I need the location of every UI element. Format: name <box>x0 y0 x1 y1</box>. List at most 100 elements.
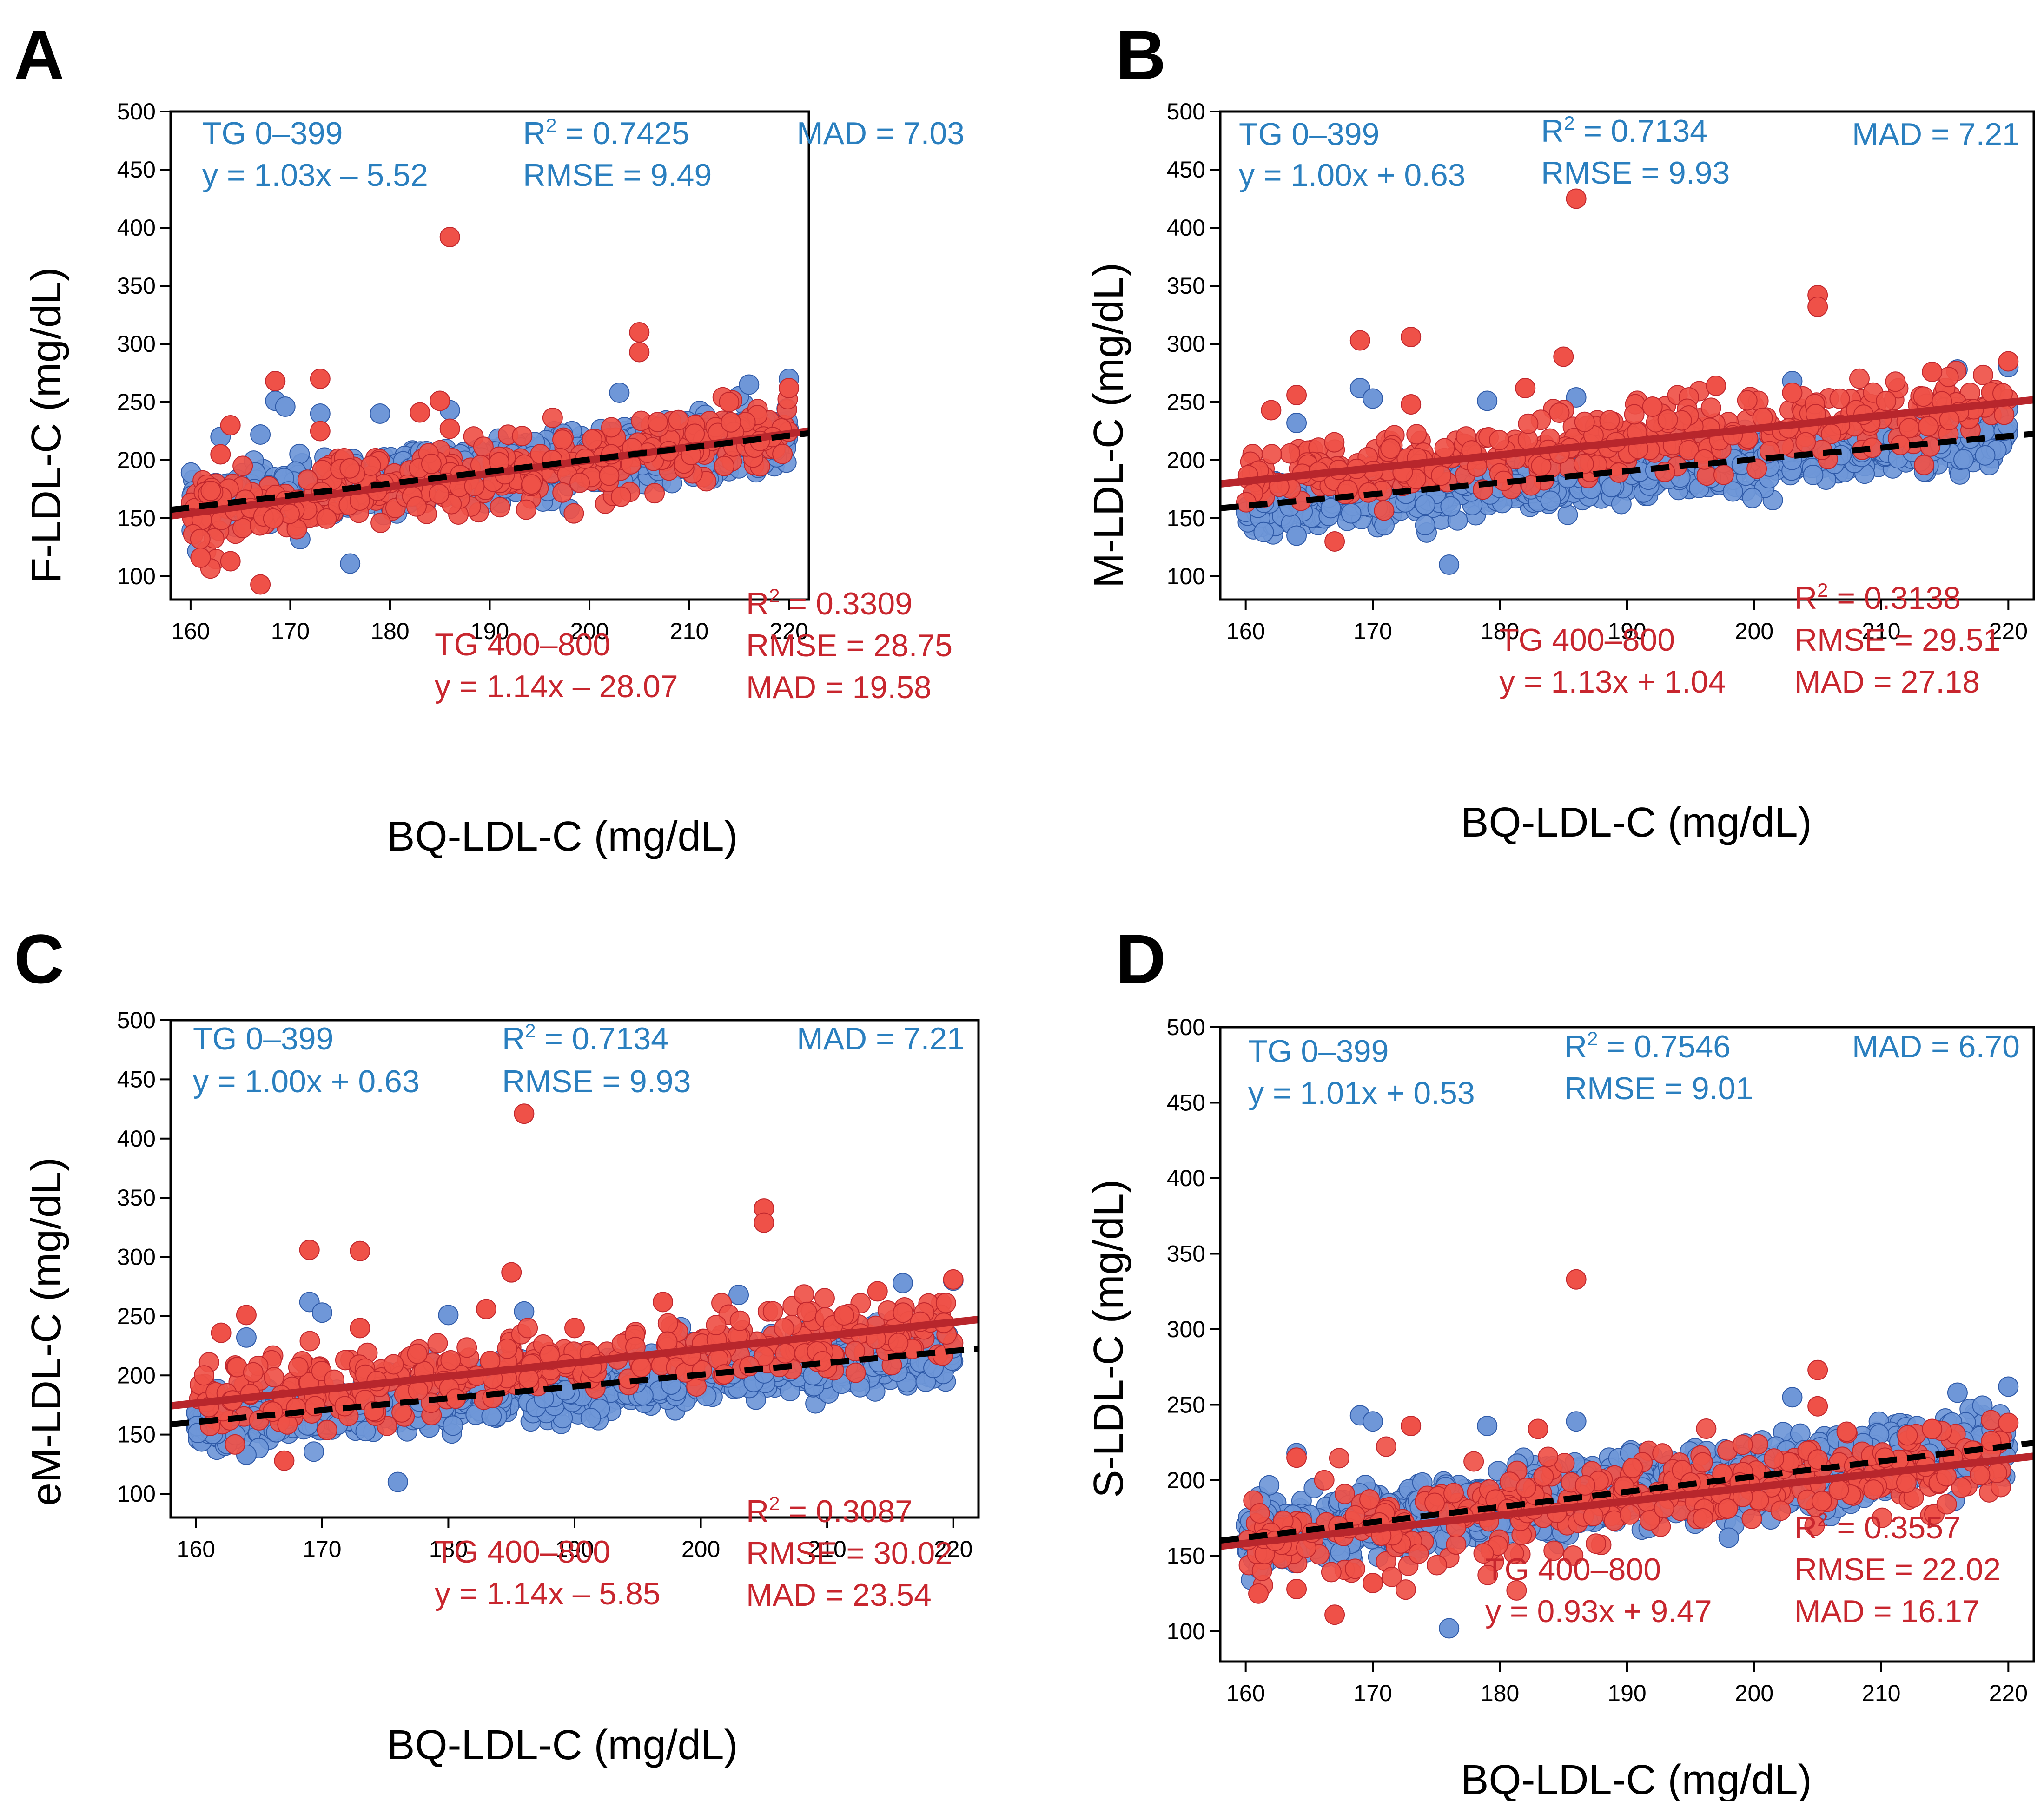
data-point-tg-high <box>310 421 331 442</box>
data-point-tg-low <box>893 1273 913 1293</box>
data-point-tg-high <box>1914 455 1935 475</box>
data-point-tg-high <box>1280 443 1301 464</box>
panel-letter: B <box>1116 16 1166 94</box>
data-point-tg-high <box>1795 432 1816 453</box>
y-tick-label: 400 <box>1167 215 1205 241</box>
data-point-tg-high <box>317 1419 337 1440</box>
plot-area <box>1220 188 2034 575</box>
y-tick-label: 200 <box>117 447 156 473</box>
data-point-tg-high <box>225 1434 245 1455</box>
x-tick-label: 170 <box>271 618 310 644</box>
stat-mad-low: MAD = 7.03 <box>797 116 965 151</box>
stat-group-low: TG 0–399 <box>1239 117 1379 152</box>
data-point-tg-high <box>521 474 542 495</box>
data-point-tg-high <box>563 503 584 524</box>
fit-line-tg-high <box>1220 396 2034 488</box>
data-point-tg-low <box>250 424 271 445</box>
fit-line-tg-low <box>171 430 809 513</box>
x-axis-title: BQ-LDL-C (mg/dL) <box>1461 799 1812 846</box>
data-point-tg-high <box>542 407 563 428</box>
stat-rmse-low: RMSE = 9.49 <box>523 158 712 193</box>
plot-area <box>171 227 809 595</box>
data-point-tg-high <box>1829 388 1850 409</box>
data-point-tg-high <box>1380 438 1401 459</box>
data-point-tg-low <box>739 374 760 395</box>
y-tick-label: 400 <box>117 215 156 241</box>
data-point-tg-high <box>1431 465 1452 486</box>
data-point-tg-high <box>1401 327 1422 347</box>
data-point-tg-high <box>1521 475 1541 496</box>
y-tick-label: 200 <box>1167 447 1205 473</box>
data-point-tg-high <box>1324 432 1345 453</box>
y-tick-label: 500 <box>117 99 156 125</box>
data-point-tg-high <box>721 412 741 433</box>
data-point-tg-high <box>1737 390 1758 411</box>
data-point-tg-high <box>232 455 253 476</box>
data-point-tg-high <box>1678 440 1699 461</box>
data-point-tg-high <box>1489 429 1510 450</box>
stat-r2-low: R2 = 0.7134 <box>1541 112 1707 149</box>
data-point-tg-high <box>1518 413 1539 434</box>
data-point-tg-low <box>310 403 331 424</box>
stat-equation-low: y = 1.03x – 5.52 <box>202 158 428 193</box>
data-point-tg-high <box>1349 330 1370 351</box>
data-point-tg-high <box>316 508 337 529</box>
data-point-tg-high <box>1599 410 1620 431</box>
data-point-tg-low <box>275 396 296 417</box>
y-tick-label: 350 <box>1167 273 1205 299</box>
data-point-tg-high <box>1261 400 1282 421</box>
data-point-tg-high <box>1657 409 1678 430</box>
data-point-tg-high <box>1374 500 1395 521</box>
stat-mad-high: MAD = 27.18 <box>1794 664 1980 699</box>
stat-mad-high: MAD = 19.58 <box>746 670 932 705</box>
stat-rmse-high: RMSE = 29.51 <box>1794 622 2001 658</box>
x-tick-label: 200 <box>570 618 609 644</box>
data-point-tg-high <box>310 369 331 389</box>
data-point-tg-high <box>1324 531 1345 552</box>
data-point-tg-high <box>339 458 360 479</box>
panel-letter: A <box>14 16 64 94</box>
data-point-tg-high <box>210 444 231 465</box>
y-tick-label: 250 <box>1167 389 1205 415</box>
data-point-tg-high <box>611 486 632 507</box>
data-point-tg-high <box>265 371 286 391</box>
data-point-tg-high <box>569 472 590 493</box>
y-tick-label: 450 <box>117 157 156 183</box>
data-point-tg-high <box>1642 396 1663 417</box>
data-point-tg-high <box>647 412 668 433</box>
data-point-tg-high <box>1573 454 1594 475</box>
data-point-tg-high <box>250 574 271 595</box>
data-point-tg-high <box>629 342 650 363</box>
data-point-tg-low <box>1440 496 1461 517</box>
data-point-tg-high <box>1406 424 1427 445</box>
data-point-tg-high <box>232 518 253 539</box>
data-point-tg-high <box>439 418 460 439</box>
data-point-tg-low <box>370 403 390 424</box>
data-point-tg-high <box>1713 464 1734 485</box>
data-point-tg-low <box>1722 481 1743 502</box>
data-point-tg-low <box>355 1421 376 1442</box>
data-point-tg-low <box>728 1285 749 1306</box>
data-point-tg-high <box>1286 385 1307 405</box>
data-point-tg-low <box>1439 554 1460 575</box>
stat-r2-low: R2 = 0.7425 <box>523 114 689 151</box>
data-point-tg-high <box>629 322 650 343</box>
data-point-tg-low <box>311 1302 332 1323</box>
data-point-tg-high <box>263 508 284 529</box>
data-point-tg-high <box>406 496 427 517</box>
data-point-tg-high <box>512 426 533 447</box>
stat-equation-high: y = 1.14x – 28.07 <box>435 669 678 704</box>
data-point-tg-low <box>1286 413 1307 433</box>
data-point-tg-high <box>582 429 602 450</box>
data-point-tg-high <box>719 392 740 412</box>
x-tick-label: 180 <box>370 618 409 644</box>
data-point-tg-high <box>845 1362 866 1383</box>
x-tick-label: 210 <box>1862 618 1900 644</box>
data-point-tg-high <box>430 390 450 411</box>
x-tick-label: 190 <box>470 618 509 644</box>
data-point-tg-high <box>552 482 573 503</box>
data-point-tg-high <box>1553 346 1574 367</box>
